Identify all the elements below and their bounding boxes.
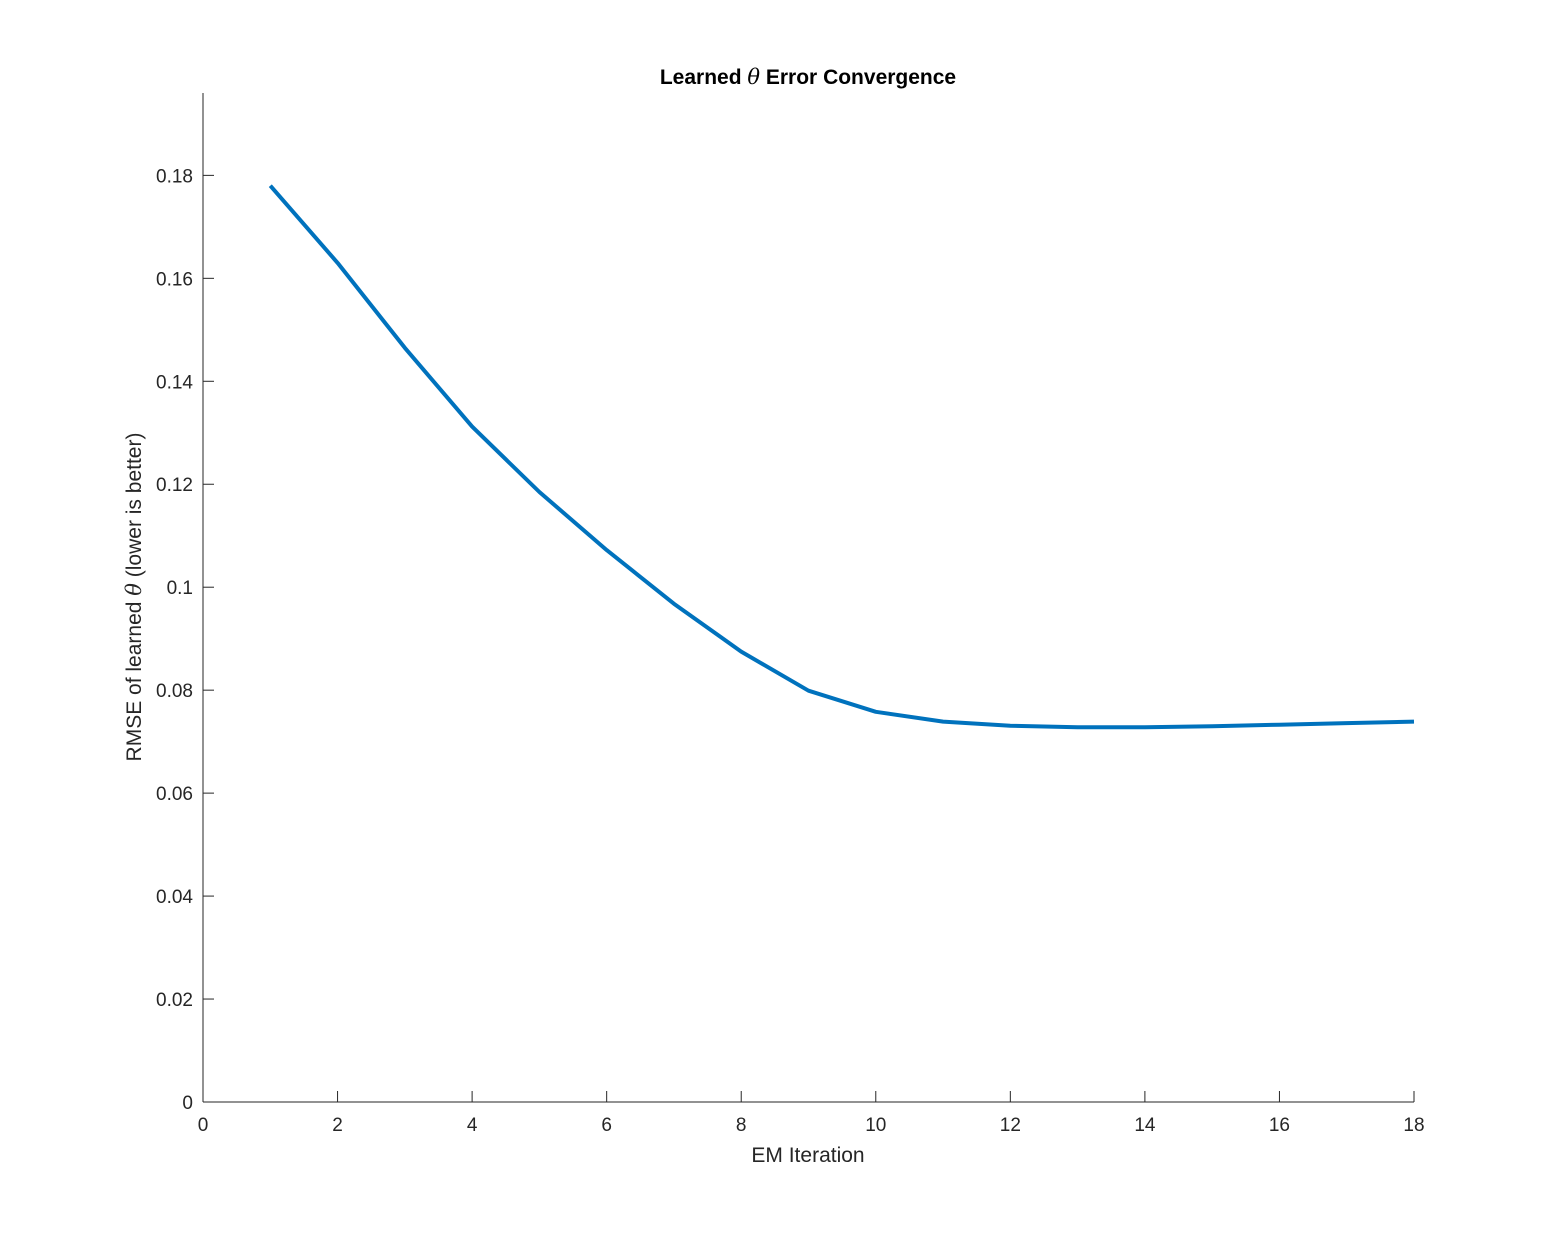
x-tick-label: 0 (198, 1115, 209, 1136)
y-tick-label: 0.06 (156, 784, 193, 805)
chart-title: Learned θ Error Convergence (660, 65, 956, 89)
x-axis-label: EM Iteration (751, 1144, 864, 1167)
x-tick-label: 4 (467, 1115, 478, 1136)
y-tick-label: 0.14 (156, 372, 193, 393)
x-tick-label: 2 (332, 1115, 343, 1136)
y-tick-label: 0.08 (156, 681, 193, 702)
y-tick-label: 0.02 (156, 990, 193, 1011)
y-tick-label: 0.16 (156, 269, 193, 290)
x-tick-label: 6 (601, 1115, 612, 1136)
x-tick-label: 16 (1269, 1115, 1290, 1136)
chart-title-theta: θ (747, 65, 760, 89)
chart-title-part: Error Convergence (760, 66, 956, 89)
y-axis-label-part: (lower is better) (123, 433, 146, 584)
y-tick-label: 0 (182, 1093, 193, 1114)
chart-title-part: Learned (660, 66, 748, 89)
x-tick-label: 14 (1134, 1115, 1156, 1136)
y-tick-label: 0.18 (156, 166, 193, 187)
x-tick-label: 10 (865, 1115, 886, 1136)
x-tick-label: 8 (736, 1115, 747, 1136)
y-tick-label: 0.12 (156, 475, 193, 496)
x-tick-label: 18 (1403, 1115, 1424, 1136)
series-layer (268, 184, 1415, 730)
y-axis-label-theta: θ (122, 583, 146, 596)
x-tick-label: 12 (1000, 1115, 1021, 1136)
y-axis-ticks: 0 0.02 0.04 0.06 0.08 0.1 0.12 0.14 0.16 0.18 (156, 166, 214, 1114)
y-tick-label: 0.1 (167, 578, 193, 599)
y-axis-label-part: RMSE of learned (123, 596, 146, 762)
y-tick-label: 0.04 (156, 887, 193, 908)
x-axis-ticks: 0 2 4 6 8 10 12 14 16 18 (198, 1091, 1425, 1136)
series-line (268, 184, 1415, 730)
y-axis-label: RMSE of learned θ (lower is better) (122, 433, 146, 762)
